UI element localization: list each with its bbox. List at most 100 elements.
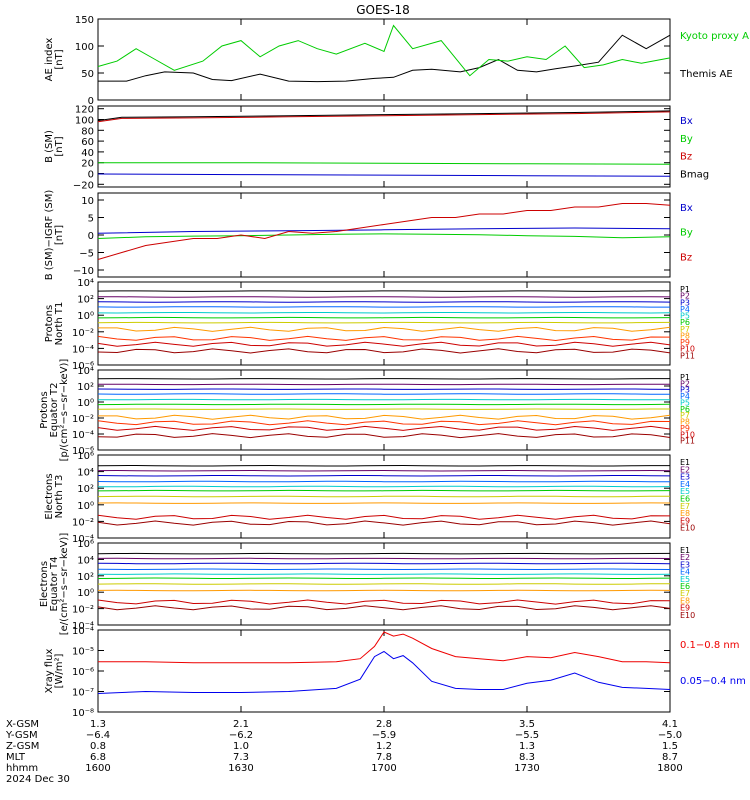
panel-frame (97, 369, 671, 451)
ephemeris-value: −5.0 (658, 730, 682, 741)
ephemeris-value: 7.3 (233, 752, 249, 763)
series-line-e2 (97, 469, 671, 472)
y-tick-label: 10⁻⁴ (72, 621, 94, 632)
series-line-p8 (98, 326, 671, 332)
series-line-by (97, 233, 671, 239)
y-tick-label: 0 (88, 231, 94, 242)
legend-entry: P4 (680, 392, 690, 401)
legend-entry: E5 (680, 575, 690, 584)
series-line-e4 (97, 480, 671, 483)
legend-entry: E3 (680, 473, 690, 482)
legend-entry: P5 (680, 312, 690, 321)
y-axis-label: Equator T2 (49, 383, 60, 438)
series-line-p11 (97, 348, 671, 354)
y-tick-label: 10⁻² (72, 517, 94, 528)
series-line-p10 (97, 425, 671, 431)
series-line-p9 (97, 420, 671, 426)
ephemeris-value: 1.3 (519, 741, 535, 752)
legend-entry: E8 (680, 509, 690, 518)
legend-entry: Bmag (680, 169, 709, 180)
ephemeris-value: 1.0 (233, 741, 249, 752)
series-line-p1 (97, 290, 670, 292)
y-tick-label: 5 (88, 214, 94, 225)
series-line-p11 (97, 433, 671, 439)
ephemeris-value: 1.2 (376, 741, 392, 752)
series-line-kyoto-proxy-ae (97, 24, 671, 77)
y-tick-label: −10 (73, 266, 94, 277)
y-axis-label: B (SM)−IGRF (SM) (44, 190, 55, 281)
legend-entry: E5 (680, 487, 690, 496)
y-tick-label: 10² (77, 484, 94, 495)
series-line-0-05-0-4-nm (97, 650, 671, 694)
ephemeris-value: 1800 (657, 763, 682, 774)
y-tick-label: 60 (81, 137, 94, 148)
legend-entry: P3 (680, 298, 690, 307)
y-tick-label: 10⁻⁴ (72, 344, 94, 355)
ephemeris-value: −6.4 (86, 730, 110, 741)
legend-entry: E8 (680, 596, 690, 605)
y-tick-label: 10⁻⁶ (72, 446, 94, 457)
legend-entry: P6 (680, 405, 690, 414)
legend-entry: P7 (680, 411, 690, 420)
y-axis-label: [nT] (54, 49, 65, 69)
series-line-e5 (97, 485, 671, 488)
series-line-p9 (97, 335, 671, 342)
series-line-e1 (97, 552, 671, 555)
y-axis-label: Electrons (39, 561, 50, 607)
ephemeris-value: −6.2 (229, 730, 253, 741)
y-tick-label: 10⁶ (77, 451, 94, 462)
series-line-p5 (97, 312, 671, 314)
legend-entry: Kyoto proxy AE (680, 31, 750, 42)
y-axis-label: [p/(cm²−s−sr−keV)] (59, 359, 70, 462)
ephemeris-value: 1.5 (662, 741, 678, 752)
series-line-e2 (97, 557, 671, 560)
legend-entry: E6 (680, 582, 690, 591)
legend-entry: P10 (680, 430, 695, 439)
panel-8: 10⁻⁴ 10⁻⁵ 10⁻⁶ 10⁻⁷ 10⁻⁸ Xray flux [W/m²] 0.1−0… (44, 626, 746, 719)
legend-entry: P10 (680, 345, 695, 354)
ephemeris-axis: X-GSM 1.3 2.1 2.8 3.5 4.1 Y-GSM −6.4 −6.2 −5.9 −5.… (5, 719, 683, 785)
y-tick-label: 10² (77, 295, 94, 306)
series-line-e9 (97, 599, 671, 605)
ephemeris-value: 1600 (85, 763, 110, 774)
y-tick-label: 10² (77, 382, 94, 393)
y-tick-label: 10⁻⁶ (72, 667, 94, 678)
series-line-bz (97, 111, 671, 123)
legend-entry: E6 (680, 495, 690, 504)
legend-entry: E9 (680, 604, 690, 613)
y-axis-label: [e/(cm²−s−sr−keV)] (59, 533, 70, 636)
ephemeris-value: 1630 (228, 763, 253, 774)
legend-entry: Bz (680, 252, 692, 263)
series-line-e1 (97, 464, 670, 467)
series-line-p3 (97, 301, 671, 303)
legend-entry: Bz (680, 152, 692, 163)
y-tick-label: 10⁴ (77, 278, 94, 289)
panel-frame (97, 18, 671, 101)
series-line-bz (97, 203, 671, 260)
y-tick-label: 20 (81, 159, 94, 170)
series-line-e8 (97, 589, 671, 592)
ephemeris-value: 1700 (371, 763, 396, 774)
series-line-e8 (97, 502, 671, 504)
legend-entry: E10 (680, 524, 695, 533)
y-tick-label: 0 (88, 170, 94, 181)
legend-entry: P1 (680, 373, 690, 382)
y-tick-label: −5 (79, 249, 94, 260)
series-line-e9 (97, 514, 671, 520)
ephemeris-value: 2.8 (376, 719, 392, 730)
series-line-e6 (97, 489, 671, 492)
legend-entry: P2 (680, 292, 690, 301)
y-tick-label: 10⁻⁸ (72, 708, 94, 719)
legend-entry: E2 (680, 553, 690, 562)
ephemeris-row-label: Y-GSM (5, 730, 38, 741)
ephemeris-value: 3.5 (519, 719, 535, 730)
legend-entry: P8 (680, 418, 690, 427)
series-line-bmag (97, 110, 671, 122)
y-axis-label: Xray flux (44, 649, 55, 694)
legend-entry: E1 (680, 458, 690, 467)
ephemeris-row-label: Z-GSM (6, 741, 39, 752)
y-tick-label: 10⁻² (72, 414, 94, 425)
y-tick-label: 10⁴ (77, 468, 94, 479)
legend-entry: P8 (680, 331, 690, 340)
